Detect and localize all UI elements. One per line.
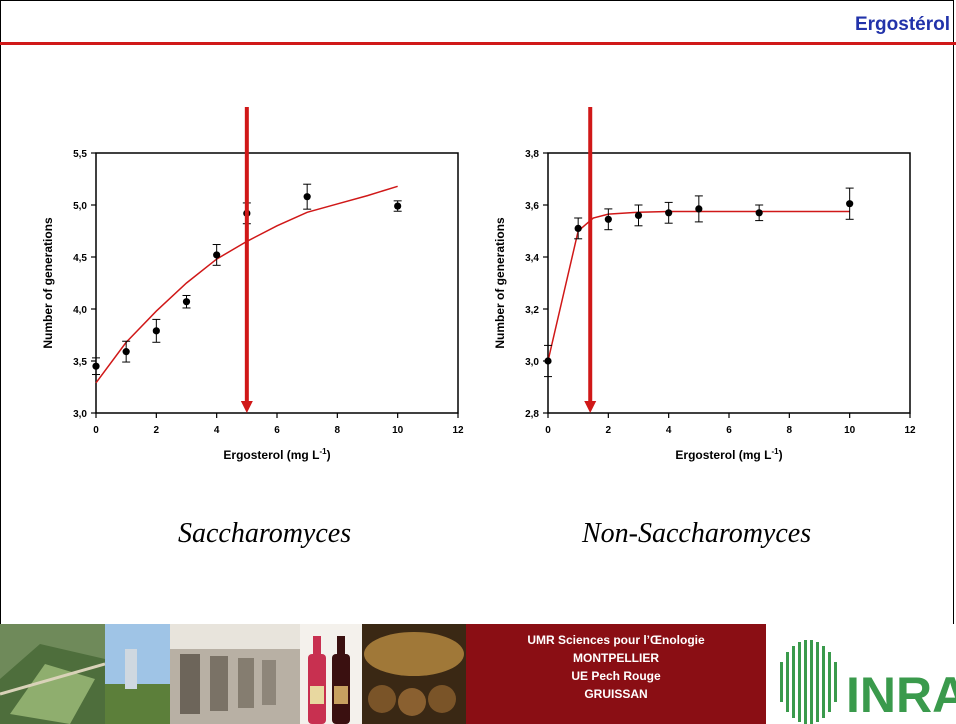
data-point — [634, 211, 643, 219]
y-tick-label: 5,5 — [73, 149, 87, 160]
sky-field-photo — [105, 624, 170, 724]
header-rule — [0, 42, 956, 45]
y-tick-label: 5,0 — [73, 201, 87, 212]
x-tick-label: 12 — [904, 425, 916, 436]
x-axis-label: Ergosterol (mg L-1) — [675, 447, 782, 462]
y-tick-label: 3,8 — [525, 149, 539, 160]
y-tick-label: 3,4 — [525, 253, 539, 264]
x-tick-label: 0 — [93, 425, 99, 436]
data-point — [213, 251, 221, 259]
y-tick-label: 3,0 — [525, 357, 539, 368]
threshold-arrowhead — [584, 401, 597, 413]
vineyard-photo — [0, 624, 105, 724]
footer-line-1: UMR Sciences pour l’Œnologie — [527, 633, 705, 647]
plot-frame — [95, 152, 459, 414]
x-tick-label: 0 — [545, 425, 551, 436]
footer-banner: UMR Sciences pour l’Œnologie MONTPELLIER… — [0, 624, 956, 724]
fit-curve — [547, 210, 850, 362]
inra-logo: INRA — [766, 624, 956, 724]
data-point — [152, 327, 160, 335]
data-point — [544, 357, 552, 365]
data-point — [846, 200, 854, 208]
data-point — [755, 209, 763, 217]
x-tick-label: 4 — [666, 425, 672, 436]
threshold-arrowhead — [240, 401, 253, 413]
y-tick-label: 3,6 — [525, 201, 539, 212]
x-tick-label: 12 — [452, 425, 464, 436]
y-tick-label: 4,5 — [73, 253, 87, 264]
plot-frame — [547, 152, 911, 414]
data-point — [604, 215, 612, 223]
x-tick-label: 2 — [606, 425, 612, 436]
y-tick-label: 3,0 — [73, 409, 87, 420]
x-tick-label: 6 — [274, 425, 280, 436]
x-tick-label: 8 — [335, 425, 341, 436]
y-axis-label: Number of generations — [493, 217, 507, 349]
data-point — [394, 202, 402, 210]
footer-line-2: MONTPELLIER — [573, 651, 659, 665]
svg-text:INRA: INRA — [846, 667, 956, 723]
footer-line-3: UE Pech Rouge — [571, 669, 661, 683]
x-tick-label: 10 — [844, 425, 856, 436]
wine-bottles-photo — [300, 624, 362, 724]
data-point — [122, 348, 130, 356]
x-tick-label: 2 — [154, 425, 160, 436]
x-tick-label: 8 — [787, 425, 793, 436]
data-point — [665, 209, 673, 217]
y-tick-label: 2,8 — [525, 409, 539, 420]
chart-non-saccharomyces: 2,8 3,0 3,2 3,4 3,6 3,8 0 2 4 6 8 10 12 Ergosterol (m… — [493, 107, 916, 462]
footer-line-4: GRUISSAN — [584, 687, 648, 701]
barrel-cellar-photo — [362, 624, 466, 724]
data-point — [574, 224, 582, 232]
data-point — [182, 298, 191, 306]
x-tick-label: 10 — [392, 425, 404, 436]
chart-saccharomyces: 3,0 3,5 4,0 4,5 5,0 5,5 0 2 4 6 8 10 12 Ergosterol (m… — [41, 107, 464, 462]
caption-non-saccharomyces: Non-Saccharomyces — [582, 518, 812, 549]
x-tick-label: 4 — [214, 425, 220, 436]
y-tick-label: 3,2 — [525, 305, 539, 316]
y-axis-label: Number of generations — [41, 217, 55, 349]
footer-institution: UMR Sciences pour l’Œnologie MONTPELLIER… — [466, 624, 766, 724]
caption-saccharomyces: Saccharomyces — [178, 518, 352, 549]
y-tick-label: 4,0 — [73, 305, 87, 316]
x-axis-label: Ergosterol (mg L-1) — [223, 447, 330, 462]
x-tick-label: 6 — [726, 425, 732, 436]
cellar-tanks-photo — [170, 624, 300, 724]
data-point — [92, 362, 100, 370]
slide-title: Ergostérol — [854, 14, 950, 35]
data-point — [695, 205, 703, 213]
y-tick-label: 3,5 — [73, 357, 87, 368]
data-point — [303, 193, 311, 201]
